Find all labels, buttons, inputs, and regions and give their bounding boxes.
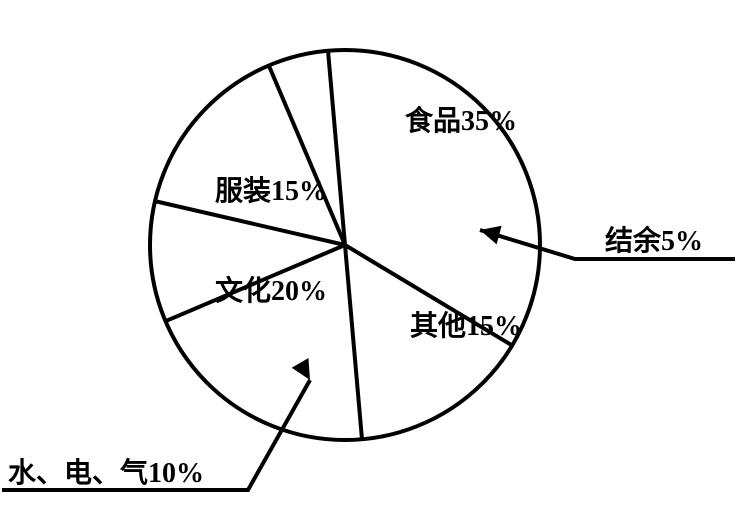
slice-label-culture: 文化20% — [215, 274, 327, 307]
slice-label-clothing: 服装15% — [215, 175, 327, 207]
callout-label-utility: 水、电、气10% — [8, 457, 204, 489]
pie-chart: 食品35% 服装15% 文化20% 其他15% 结余5% 水、电、气10% — [0, 0, 750, 517]
callout-label-balance: 结余5% — [605, 224, 703, 257]
slice-label-other: 其他15% — [410, 310, 522, 342]
slice-label-food: 食品35% — [405, 104, 517, 137]
